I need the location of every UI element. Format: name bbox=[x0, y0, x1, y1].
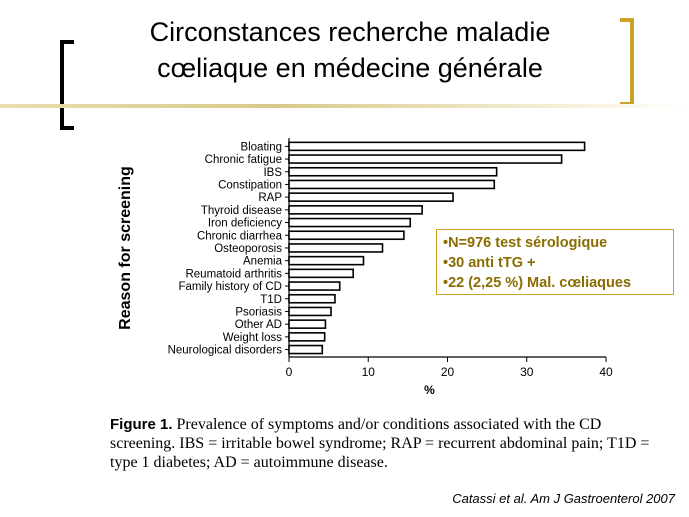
left-bracket bbox=[60, 40, 74, 130]
bar-16 bbox=[288, 344, 324, 355]
info-line-ttg: •30 anti tTG + bbox=[443, 255, 536, 271]
y-tick-label-12: T1D bbox=[260, 294, 282, 306]
figure-caption: Figure 1. Prevalence of symptoms and/or … bbox=[110, 415, 670, 472]
bar-5 bbox=[288, 205, 423, 215]
bar-9 bbox=[288, 255, 365, 266]
figure-label: Figure 1. bbox=[110, 416, 173, 433]
bar-1 bbox=[288, 154, 563, 164]
bar-7 bbox=[288, 230, 405, 241]
title-underline bbox=[0, 104, 689, 108]
x-tick-label-1: 10 bbox=[362, 365, 376, 379]
bar-2 bbox=[288, 166, 498, 177]
x-tick-label-3: 30 bbox=[520, 365, 534, 379]
y-tick-label-9: Anemia bbox=[243, 256, 283, 268]
bar-15 bbox=[288, 332, 326, 342]
title-line-1: Circonstances recherche maladie bbox=[149, 17, 551, 47]
x-axis-label: % bbox=[424, 383, 435, 397]
y-tick-label-7: Chronic diarrhea bbox=[197, 230, 283, 242]
y-tick-label-4: RAP bbox=[258, 192, 282, 204]
bar-3 bbox=[288, 179, 496, 190]
title-line-2: cœliaque en médecine générale bbox=[157, 53, 543, 83]
y-tick-label-0: Bloating bbox=[240, 141, 282, 153]
bar-6 bbox=[288, 217, 412, 228]
y-tick-label-13: Psoriasis bbox=[235, 306, 282, 318]
y-axis-label: Reason for screening bbox=[117, 166, 134, 330]
citation: Catassi et al. Am J Gastroenterol 2007 bbox=[452, 491, 675, 506]
slide-title: Circonstances recherche maladie cœliaque… bbox=[80, 14, 620, 86]
y-tick-label-6: Iron deficiency bbox=[208, 218, 282, 230]
bar-11 bbox=[288, 281, 341, 291]
bar-14 bbox=[288, 319, 327, 329]
y-tick-label-11: Family history of CD bbox=[178, 281, 282, 293]
bar-13 bbox=[288, 306, 332, 317]
x-tick-label-0: 0 bbox=[286, 365, 293, 379]
bar-0 bbox=[288, 141, 586, 152]
x-tick-label-4: 40 bbox=[599, 365, 613, 379]
y-tick-label-16: Neurological disorders bbox=[168, 345, 283, 357]
bar-4 bbox=[288, 192, 454, 202]
info-line-n: •N=976 test sérologique bbox=[443, 235, 608, 251]
info-line-cd: •22 (2,25 %) Mal. cœliaques bbox=[443, 275, 632, 291]
x-tick-label-2: 20 bbox=[441, 365, 455, 379]
y-tick-label-1: Chronic fatigue bbox=[205, 154, 282, 166]
y-tick-label-5: Thyroid disease bbox=[201, 205, 282, 217]
bar-8 bbox=[288, 243, 384, 253]
figure-caption-text: Prevalence of symptoms and/or conditions… bbox=[110, 416, 650, 471]
y-tick-label-10: Reumatoid arthritis bbox=[185, 268, 282, 280]
y-tick-label-2: IBS bbox=[263, 167, 282, 179]
y-tick-label-14: Other AD bbox=[235, 319, 282, 331]
y-tick-label-8: Osteoporosis bbox=[214, 243, 282, 255]
y-tick-label-3: Constipation bbox=[218, 179, 282, 191]
bar-12 bbox=[288, 293, 336, 304]
info-box: •N=976 test sérologique •30 anti tTG + •… bbox=[436, 229, 674, 295]
bar-10 bbox=[288, 268, 354, 279]
y-tick-label-15: Weight loss bbox=[223, 332, 282, 344]
